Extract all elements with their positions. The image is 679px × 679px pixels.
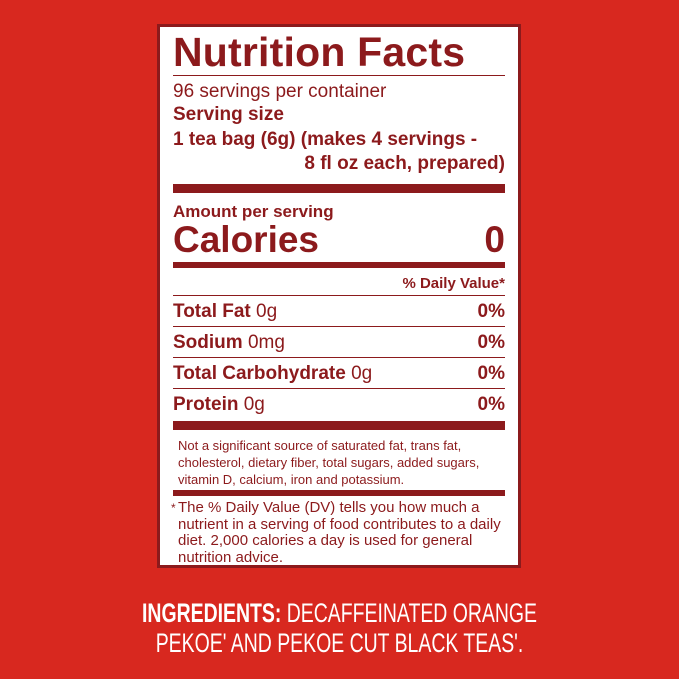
medium-divider — [173, 262, 505, 268]
nutrient-name: Total Fat — [173, 301, 251, 322]
nutrient-dv: 0% — [477, 301, 505, 322]
amount-per-serving: Amount per serving — [173, 202, 334, 221]
serving-size-line1: 1 tea bag (6g) (makes 4 servings - — [173, 129, 478, 150]
divider — [173, 388, 505, 389]
servings-per-container: 96 servings per container — [173, 81, 387, 102]
ingredients-text-1: DECAFFEINATED ORANGE — [286, 598, 537, 628]
nutrient-dv: 0% — [477, 332, 505, 353]
nutrient-row-total-carbohydrate: Total Carbohydrate 0g 0% — [173, 359, 505, 389]
label-title: Nutrition Facts — [173, 29, 466, 75]
serving-size-line2: 8 fl oz each, prepared) — [304, 153, 505, 174]
nutrient-row-sodium: Sodium 0mg 0% — [173, 328, 505, 358]
footnote-text: The % Daily Value (DV) tells you how muc… — [178, 499, 501, 566]
nutrient-amount: 0mg — [247, 332, 285, 353]
nutrient-dv: 0% — [477, 363, 505, 384]
footnote-star: * — [171, 501, 176, 515]
nutrient-dv: 0% — [477, 394, 505, 415]
divider — [173, 357, 505, 358]
ingredients-line2: PEKOE' AND PEKOE CUT BLACK TEAS'. — [155, 628, 524, 658]
nutrient-amount: 0g — [256, 301, 278, 322]
nutrient-amount: 0g — [243, 394, 265, 415]
nutrient-name: Total Carbohydrate — [173, 363, 346, 384]
daily-value-footnote: * The % Daily Value (DV) tells you how m… — [171, 499, 505, 566]
divider — [173, 295, 505, 296]
thick-divider — [173, 421, 505, 430]
nutrient-row-protein: Protein 0g 0% — [173, 390, 505, 420]
ingredients-label: INGREDIENTS: — [142, 598, 282, 628]
nutrient-row-total-fat: Total Fat 0g 0% — [173, 297, 505, 327]
medium-divider — [173, 490, 505, 496]
nutrient-amount: 0g — [351, 363, 373, 384]
thick-divider — [173, 184, 505, 193]
calories-label: Calories — [173, 219, 320, 260]
daily-value-header: % Daily Value* — [402, 275, 505, 292]
calories-row: Calories 0 — [173, 219, 505, 261]
calories-value: 0 — [484, 219, 505, 260]
not-significant-note: Not a significant source of saturated fa… — [178, 438, 480, 487]
divider — [173, 75, 505, 76]
ingredients-line1: INGREDIENTS: DECAFFEINATED ORANGE — [95, 598, 584, 629]
nutrition-facts-label: Nutrition Facts 96 servings per containe… — [157, 24, 521, 568]
divider — [173, 326, 505, 327]
nutrient-name: Protein — [173, 394, 239, 415]
serving-size-label: Serving size — [173, 104, 284, 125]
nutrient-name: Sodium — [173, 332, 243, 353]
